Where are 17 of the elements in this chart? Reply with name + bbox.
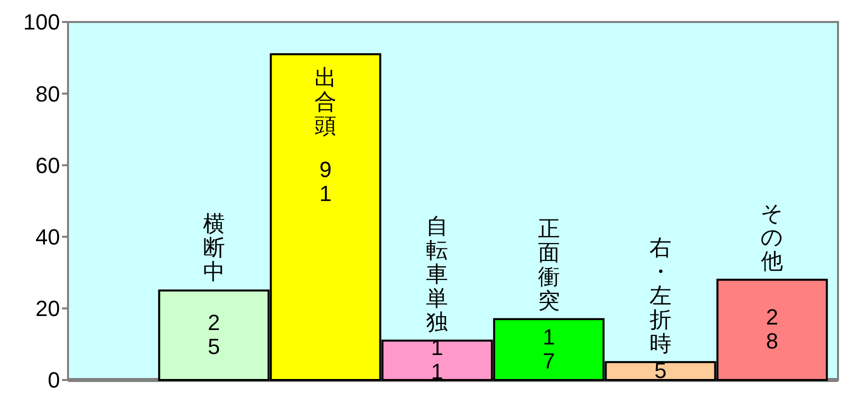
data-label: 2 8: [766, 304, 778, 354]
data-label: 9 1: [319, 156, 332, 206]
data-label: 2 5: [208, 310, 220, 359]
y-tick-label: 60: [36, 152, 60, 178]
x-tick-label: 自転車単独: [426, 214, 448, 336]
y-tick-label: 0: [48, 368, 60, 393]
x-tick-label: 右・左折時: [649, 236, 672, 357]
x-tick-label: その他: [760, 201, 784, 274]
x-tick-label: 横断中: [202, 212, 225, 286]
y-tick-label: 80: [36, 81, 60, 106]
y-tick-label: 40: [36, 224, 60, 250]
y-tick-label: 100: [23, 10, 60, 35]
data-label: 1 7: [542, 324, 555, 374]
data-label: 5: [654, 358, 667, 383]
x-tick-label: 出合頭: [314, 66, 337, 139]
x-tick-label: 正面衝突: [538, 216, 560, 314]
y-tick-label: 20: [36, 296, 60, 322]
